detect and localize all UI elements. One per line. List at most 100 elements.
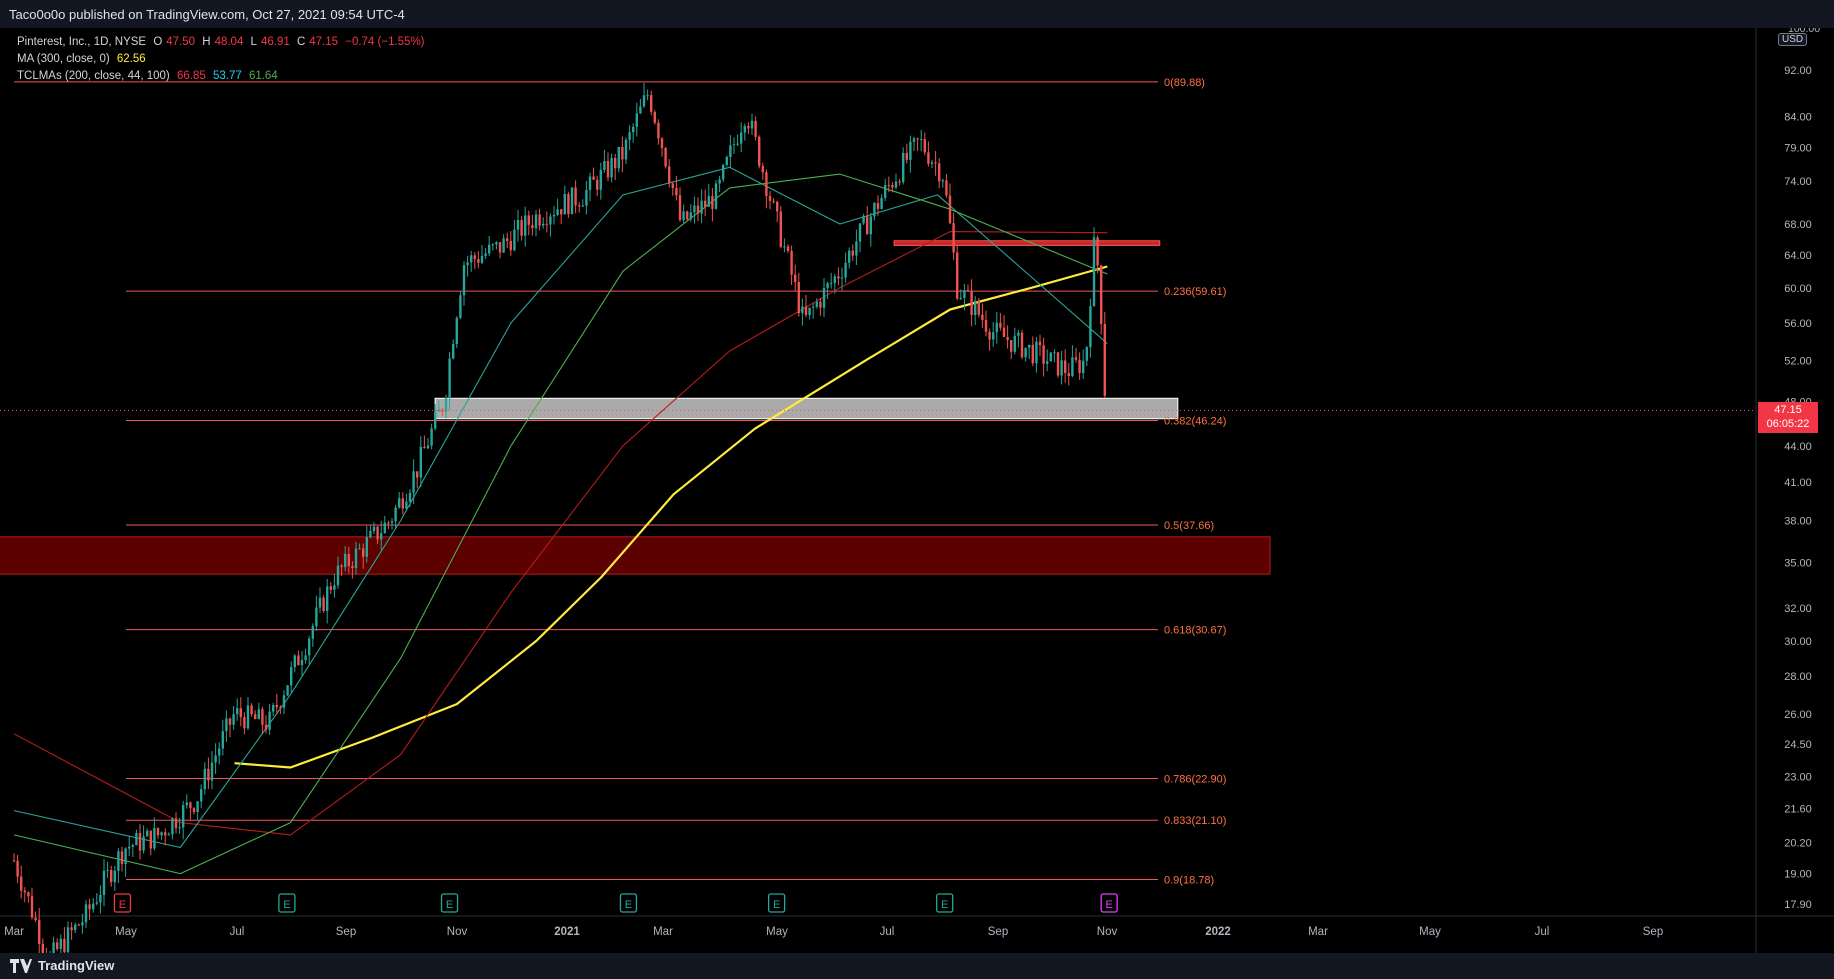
candle-body bbox=[27, 892, 30, 897]
ma-row[interactable]: MA (300, close, 0) 62.56 bbox=[17, 51, 429, 68]
candle-body bbox=[912, 138, 916, 142]
candle-body bbox=[516, 219, 520, 230]
candle-body bbox=[250, 705, 253, 715]
symbol-label[interactable]: Pinterest, Inc., 1D, NYSE bbox=[17, 36, 147, 48]
candle-body bbox=[524, 215, 527, 236]
candle-body bbox=[1089, 306, 1092, 348]
price-axis-label: 38.00 bbox=[1784, 515, 1812, 527]
candle-body bbox=[20, 876, 23, 891]
candle-body bbox=[182, 805, 185, 828]
candle-body bbox=[938, 163, 941, 182]
candle-body bbox=[873, 203, 876, 217]
close-value: 47.15 bbox=[309, 36, 339, 48]
publish-info: Taco0o0o published on TradingView.com, O… bbox=[9, 7, 405, 22]
earnings-marker[interactable]: E bbox=[113, 893, 132, 913]
candle-body bbox=[520, 219, 523, 236]
candle-body bbox=[545, 223, 548, 225]
fib-level-label: 0.9(18.78) bbox=[1164, 875, 1214, 887]
price-axis-label: 32.00 bbox=[1784, 603, 1812, 615]
price-axis-label: 64.00 bbox=[1784, 250, 1812, 262]
candle-body bbox=[729, 145, 732, 158]
candle-body bbox=[200, 789, 203, 802]
candle-body bbox=[675, 187, 678, 196]
candle-body bbox=[272, 705, 275, 712]
candle-body bbox=[794, 274, 797, 283]
tradingview-logo-icon bbox=[10, 958, 32, 973]
candle-body bbox=[246, 705, 250, 729]
candle-body bbox=[315, 607, 318, 627]
tclmas-label: TCLMAs (200, close, 44, 100) bbox=[17, 70, 170, 82]
candle-body bbox=[498, 242, 502, 253]
candle-body bbox=[30, 896, 34, 918]
candle-body bbox=[131, 845, 134, 847]
price-chart[interactable]: 0(89.88) 0.236(59.61) 0.382(46.24) 0.5(37.6… bbox=[0, 28, 1834, 953]
earnings-marker[interactable]: E bbox=[619, 893, 638, 913]
candle-body bbox=[1082, 360, 1085, 374]
candle-body bbox=[354, 548, 358, 568]
candle-body bbox=[711, 196, 714, 209]
candle-body bbox=[318, 597, 322, 608]
candle-body bbox=[225, 718, 228, 732]
time-axis-label: Mar bbox=[1308, 926, 1328, 938]
candle-body bbox=[884, 185, 887, 198]
candle-body bbox=[531, 224, 534, 229]
candle-body bbox=[412, 471, 415, 493]
candle-body bbox=[419, 446, 422, 478]
candle-body bbox=[372, 526, 376, 531]
candle-body bbox=[714, 183, 718, 209]
candle-body bbox=[135, 832, 138, 846]
candle-body bbox=[563, 193, 566, 215]
currency-badge[interactable]: USD bbox=[1778, 33, 1808, 46]
candle-body bbox=[416, 471, 419, 478]
earnings-marker[interactable]: E bbox=[278, 893, 296, 913]
earnings-marker[interactable]: E bbox=[1100, 893, 1118, 913]
earnings-marker-label: E bbox=[119, 899, 126, 911]
candle-body bbox=[401, 498, 404, 509]
earnings-marker[interactable]: E bbox=[936, 893, 954, 913]
candle-body bbox=[387, 522, 390, 524]
candle-body bbox=[819, 301, 822, 308]
candle-body bbox=[340, 565, 343, 568]
candle-body bbox=[153, 828, 156, 849]
candle-body bbox=[484, 253, 487, 256]
bar-countdown: 06:05:22 bbox=[1766, 418, 1810, 430]
candle-body bbox=[650, 95, 653, 113]
earnings-marker[interactable]: E bbox=[440, 893, 459, 913]
candle-body bbox=[837, 276, 840, 279]
candle-body bbox=[99, 895, 102, 903]
candle-body bbox=[70, 927, 73, 931]
candle-body bbox=[1038, 341, 1042, 346]
price-axis-label: 19.00 bbox=[1784, 869, 1812, 881]
tradingview-brand[interactable]: TradingView bbox=[10, 958, 114, 973]
candle-body bbox=[585, 189, 588, 206]
ma-300-line bbox=[234, 265, 1108, 769]
candle-body bbox=[822, 287, 826, 308]
candle-body bbox=[534, 214, 538, 229]
earnings-marker[interactable]: E bbox=[767, 893, 786, 913]
price-axis-label: 21.60 bbox=[1784, 803, 1812, 815]
candle-body bbox=[189, 802, 192, 809]
candle-body bbox=[552, 214, 556, 217]
candle-body bbox=[992, 332, 995, 340]
price-axis-label: 30.00 bbox=[1784, 636, 1812, 648]
support-zone bbox=[434, 397, 1179, 420]
candle-body bbox=[617, 146, 620, 169]
candle-body bbox=[405, 501, 408, 509]
tclmas-row[interactable]: TCLMAs (200, close, 44, 100) 66.85 53.77… bbox=[17, 68, 429, 85]
chart-area[interactable]: 0(89.88) 0.236(59.61) 0.382(46.24) 0.5(37.6… bbox=[0, 28, 1834, 953]
candle-body bbox=[765, 172, 768, 197]
candle-body bbox=[1074, 357, 1078, 360]
candle-body bbox=[1035, 341, 1038, 364]
time-axis-label: May bbox=[115, 926, 137, 938]
candle-body bbox=[426, 445, 430, 449]
candle-body bbox=[1013, 335, 1016, 352]
candle-body bbox=[815, 301, 818, 307]
candle-body bbox=[858, 223, 862, 242]
time-axis-label: Nov bbox=[1097, 926, 1118, 938]
candle-body bbox=[959, 298, 962, 300]
price-axis-label: 20.20 bbox=[1784, 837, 1812, 849]
candle-body bbox=[254, 714, 257, 720]
candle-body bbox=[542, 223, 545, 226]
candle-body bbox=[984, 319, 988, 332]
